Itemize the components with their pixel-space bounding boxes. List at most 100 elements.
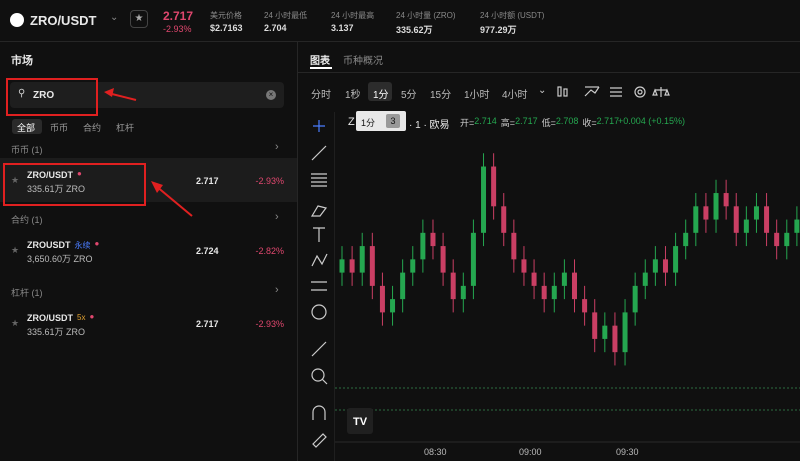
pair-name[interactable]: ZRO/USDT [27, 170, 73, 180]
candle-body [491, 166, 497, 207]
candle-body [723, 193, 729, 207]
stat-label: 24 小时额 (USDT) [480, 11, 545, 20]
candle-body [339, 259, 345, 273]
candle-body [662, 259, 668, 273]
candle-body [430, 232, 436, 247]
ohlc-value: 2.714 [474, 116, 497, 126]
candle-body [450, 272, 456, 300]
pair-tag: 5x [77, 313, 86, 322]
candle-body [551, 285, 557, 300]
interval[interactable]: 1小时 [464, 90, 490, 101]
tooltip-badge: 3 [386, 114, 400, 128]
candle-body [410, 259, 416, 273]
candle-body [501, 206, 507, 233]
symbol[interactable]: ZRO/USDT [30, 13, 97, 28]
candle-body [693, 206, 699, 233]
interval[interactable]: 4小时 [502, 90, 528, 101]
chevron[interactable]: › [275, 284, 279, 296]
favorite-button[interactable]: ★ [130, 10, 148, 28]
search-icon: ⚲ [18, 88, 26, 99]
pair-volume: 335.61万 ZRO [27, 327, 86, 337]
annotation-box [6, 78, 98, 116]
pair-change: -2.93% [255, 319, 284, 329]
hot-icon: ● [89, 312, 95, 321]
candle-body [733, 206, 739, 233]
candle-body [511, 232, 517, 260]
dropdown[interactable]: ⌄ [110, 12, 119, 23]
tab-divider [298, 72, 800, 73]
candle-body [481, 166, 487, 233]
stat-value: 3.137 [331, 23, 354, 33]
candle-body [420, 232, 426, 260]
candle-body [612, 325, 618, 353]
candle-body [359, 246, 365, 273]
interval[interactable]: 5分 [401, 90, 417, 101]
ohlc-value: 2.717 [515, 116, 538, 126]
chevron[interactable]: › [275, 141, 279, 153]
price-change: -2.93% [163, 24, 192, 34]
star[interactable]: ★ [11, 245, 20, 255]
interval[interactable]: 1分 [373, 90, 389, 101]
market-tab[interactable]: 币币 [50, 123, 69, 133]
stat-label: 24 小时最高 [331, 11, 375, 20]
market-tab[interactable]: 全部 [17, 123, 36, 133]
stat-label: 24 小时最低 [264, 11, 308, 20]
candle-body [582, 299, 588, 313]
candle-body [602, 325, 608, 339]
pair-tag: 永续 [74, 241, 91, 250]
annotation-box [3, 163, 146, 206]
time-label: 08:30 [424, 447, 447, 457]
pair-change: -2.82% [255, 246, 284, 256]
drawing-tools[interactable] [303, 112, 335, 461]
chart-tab[interactable]: 币种概况 [343, 56, 383, 67]
stat-value: 2.704 [264, 23, 287, 33]
dropdown[interactable]: ⌄ [538, 85, 547, 96]
candle-body [379, 285, 385, 313]
candle-body [622, 312, 628, 353]
star[interactable]: ★ [11, 175, 20, 185]
candle-body [531, 272, 537, 286]
divider [297, 42, 298, 461]
pair-price: 2.717 [196, 176, 219, 186]
search-box[interactable] [10, 82, 284, 108]
market-tab[interactable]: 杠杆 [116, 123, 135, 133]
candle-body [390, 299, 396, 313]
last-price: 2.717 [163, 9, 194, 23]
search-text[interactable]: ZRO [33, 90, 55, 101]
star[interactable]: ★ [11, 318, 20, 328]
interval[interactable]: 15分 [430, 90, 452, 101]
ohlc-label: 开= [460, 118, 475, 128]
pair-price: 2.724 [196, 246, 219, 256]
chevron[interactable]: › [275, 211, 279, 223]
pair-volume: 335.61万 ZRO [27, 184, 86, 194]
candle-body [743, 219, 749, 233]
chart-tab[interactable]: 图表 [310, 56, 330, 67]
candle-body [753, 206, 759, 220]
tool-divider [334, 112, 335, 461]
market-tab[interactable]: 合约 [83, 123, 102, 133]
tab-active-bg [12, 119, 42, 134]
interval[interactable]: 1秒 [345, 90, 361, 101]
coin-icon [10, 13, 24, 27]
pair-volume: 3,650.60万 ZRO [27, 254, 93, 264]
clear-button[interactable]: × [266, 90, 276, 100]
candle-body [784, 232, 790, 247]
ohlc-label: 高= [500, 118, 516, 128]
section-title: 币币 (1) [11, 145, 43, 155]
ohlc-label: 低= [541, 118, 556, 128]
interval[interactable]: 分时 [311, 90, 331, 101]
pair-name[interactable]: ZROUSDT [27, 240, 71, 250]
toolbar-icons[interactable] [555, 82, 675, 102]
pair-name[interactable]: ZRO/USDT [27, 313, 73, 323]
stat-label: 24 小时量 (ZRO) [396, 11, 456, 20]
legend-source: · 1 · 欧易 [409, 120, 450, 131]
candle-body [774, 232, 780, 247]
candle-body [592, 312, 598, 339]
candle-body [460, 285, 466, 300]
market-title: 市场 [11, 55, 33, 67]
ohlc-value: 2.708 [555, 116, 579, 126]
stat-value: 335.62万 [396, 25, 433, 35]
candle-body [632, 285, 638, 313]
candle-body [561, 272, 567, 286]
row-highlight [0, 158, 297, 202]
